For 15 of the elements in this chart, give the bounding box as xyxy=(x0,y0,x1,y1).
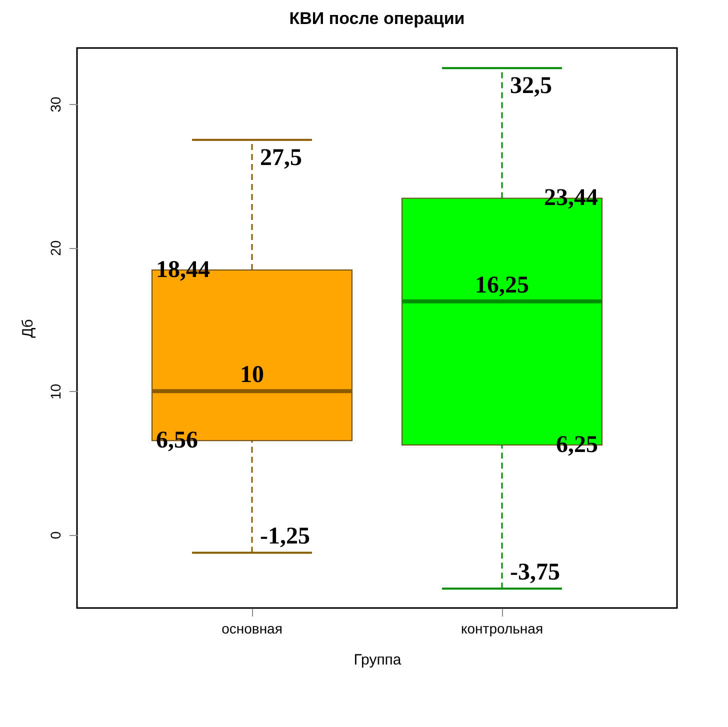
annotation: 16,25 xyxy=(475,272,529,298)
y-tick-label: 20 xyxy=(48,240,64,256)
x-tick-label: основная xyxy=(222,620,282,636)
y-tick-label: 0 xyxy=(48,531,64,540)
chart-title: КВИ после операции xyxy=(289,9,465,28)
y-axis-title: Дб xyxy=(20,319,36,338)
annotation: 10 xyxy=(240,362,264,388)
y-tick-label: 30 xyxy=(48,96,64,112)
annotation: -1,25 xyxy=(260,524,310,550)
x-axis-title: Группа xyxy=(354,652,402,668)
y-tick-label: 10 xyxy=(48,384,64,400)
x-tick-label: контрольная xyxy=(460,620,544,636)
annotation: 32,5 xyxy=(510,73,552,100)
annotation: 27,5 xyxy=(260,144,302,171)
annotation: -3,75 xyxy=(510,560,560,586)
